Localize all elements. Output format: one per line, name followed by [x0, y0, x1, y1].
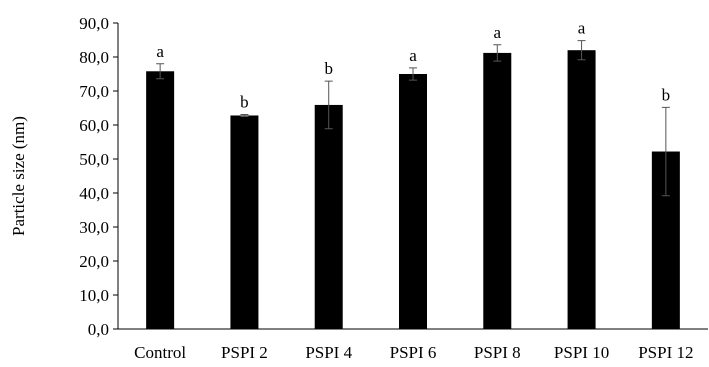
bar-pspi-8 [483, 52, 512, 330]
x-tick-label: PSPI 4 [305, 343, 352, 362]
bar-control [146, 71, 175, 329]
significance-letter: a [494, 23, 502, 42]
y-tick-label: 20,0 [79, 252, 109, 271]
significance-letter: b [662, 85, 671, 104]
x-tick-label: PSPI 2 [221, 343, 268, 362]
y-axis: 0,0 10,0 20,0 30,0 40,0 50,0 60,0 70,0 80,0 90,0 [79, 14, 118, 339]
y-tick-label: 60,0 [79, 116, 109, 135]
error-bar [661, 106, 670, 197]
y-tick-label: 30,0 [79, 218, 109, 237]
bars: a b b a a a b [146, 19, 680, 330]
x-tick-label: PSPI 6 [390, 343, 437, 362]
x-axis: Control PSPI 2 PSPI 4 PSPI 6 PSPI 8 PSPI 10 PS… [134, 343, 693, 362]
x-tick-label: Control [134, 343, 186, 362]
y-tick-label: 80,0 [79, 48, 109, 67]
significance-letter: a [578, 19, 586, 38]
error-bar [493, 44, 502, 62]
error-bar [324, 80, 333, 130]
y-tick-label: 70,0 [79, 82, 109, 101]
significance-letter: b [324, 59, 333, 78]
y-tick-label: 40,0 [79, 184, 109, 203]
bar-pspi-4 [314, 104, 343, 329]
significance-letter: a [409, 46, 417, 65]
y-tick-label: 10,0 [79, 286, 109, 305]
y-tick-label: 0,0 [88, 320, 109, 339]
error-bar [577, 40, 586, 61]
bar-pspi-2 [230, 115, 259, 329]
significance-letter: a [156, 42, 164, 61]
x-tick-label: PSPI 12 [638, 343, 693, 362]
error-bar [240, 113, 249, 117]
bar-pspi-10 [567, 50, 596, 329]
y-tick-label: 50,0 [79, 150, 109, 169]
error-bar [156, 63, 165, 80]
significance-letter: b [240, 92, 249, 111]
bar-pspi-6 [399, 74, 427, 329]
x-tick-label: PSPI 10 [554, 343, 609, 362]
y-axis-title: Particle size (nm) [9, 116, 28, 236]
y-tick-label: 90,0 [79, 14, 109, 33]
error-bar [409, 67, 417, 81]
x-tick-label: PSPI 8 [474, 343, 521, 362]
